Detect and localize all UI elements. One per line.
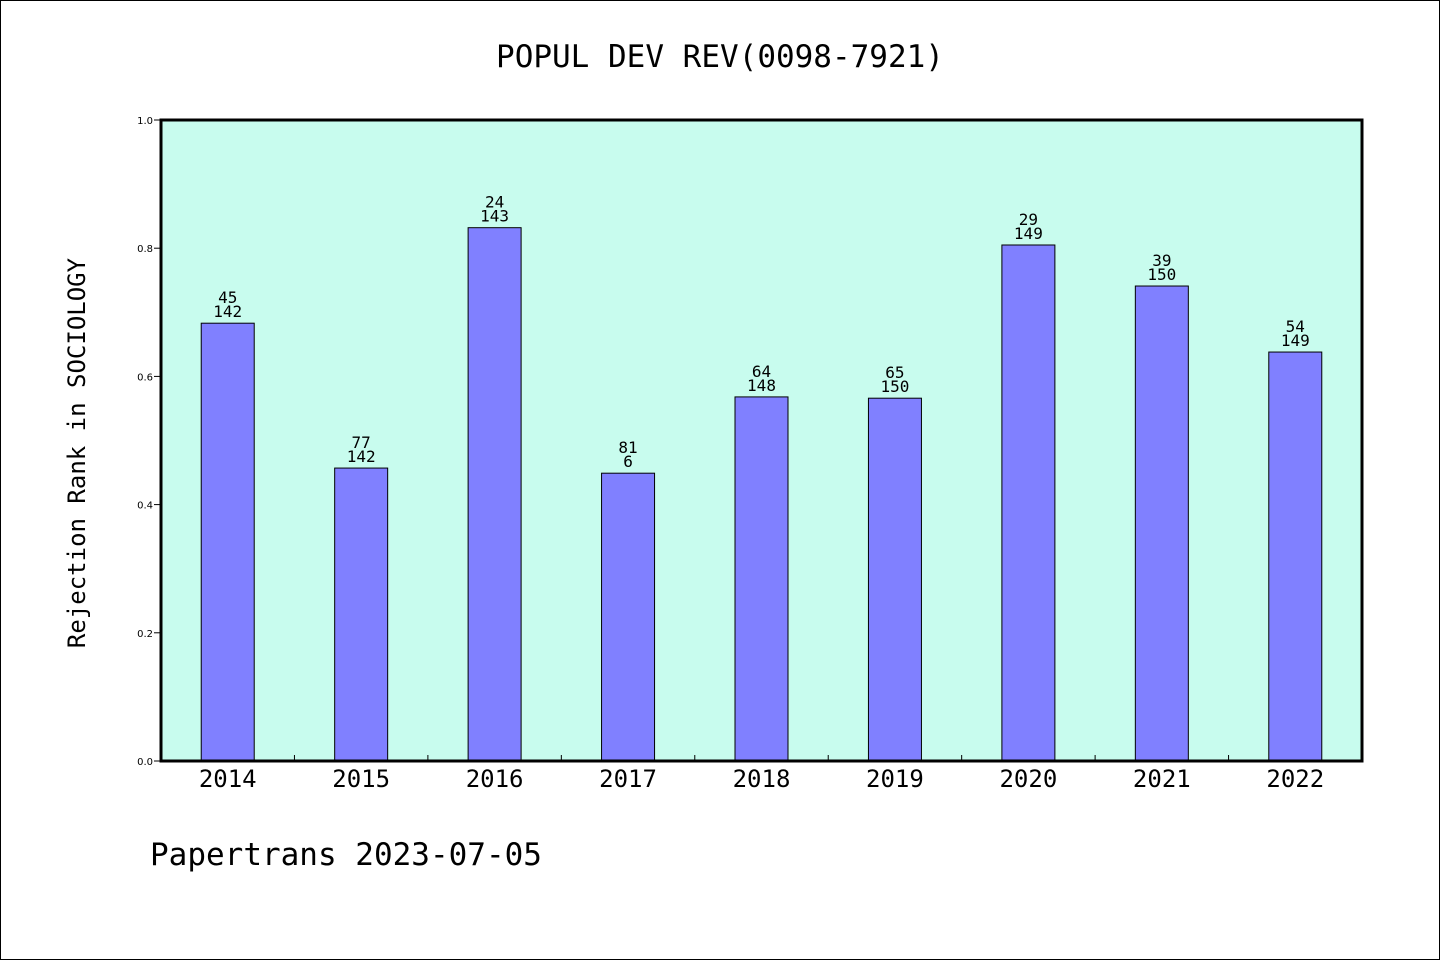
- y-tick-label: 0.6: [137, 372, 153, 383]
- bar-2017: [601, 472, 656, 762]
- bar-label-top: 24: [485, 193, 504, 212]
- bar-2018: [734, 396, 789, 762]
- y-tick-label: 1.0: [137, 116, 153, 127]
- x-tick-label: 2017: [599, 765, 657, 793]
- y-axis-label: Rejection Rank in SOCIOLOGY: [63, 257, 91, 648]
- x-tick-label: 2014: [199, 765, 257, 793]
- bar-2021: [1134, 285, 1189, 762]
- bar-2014: [200, 322, 255, 762]
- x-tick-label: 2021: [1133, 765, 1191, 793]
- x-tick-label: 2020: [999, 765, 1057, 793]
- x-tick-label: 2019: [866, 765, 924, 793]
- bar-label-top: 77: [352, 433, 371, 452]
- plot-border: [159, 118, 1364, 763]
- x-tick-label: 2018: [733, 765, 791, 793]
- bar-label-top: 45: [218, 288, 237, 307]
- x-tick-label: 2016: [466, 765, 524, 793]
- bar-label-top: 81: [618, 438, 637, 457]
- y-tick-label: 0.8: [137, 244, 153, 255]
- x-tick-label: 2015: [332, 765, 390, 793]
- bar-2022: [1268, 351, 1323, 762]
- bar-label-bottom: 148: [747, 376, 776, 395]
- y-tick-label: 0.4: [137, 501, 153, 512]
- bar-label-bottom: 149: [1014, 224, 1043, 243]
- y-axis: 0.0 0.2 0.4 0.6 0.8 1.0: [137, 116, 161, 768]
- bar-label-bottom: 143: [480, 207, 509, 226]
- x-tick-label: 2022: [1266, 765, 1324, 793]
- footer-credit: Papertrans 2023-07-05: [150, 837, 542, 873]
- bar-label-top: 54: [1286, 317, 1305, 336]
- bar-label-top: 64: [752, 362, 771, 381]
- bar-label-top: 65: [885, 363, 904, 382]
- bar-label-bottom: 6: [623, 452, 633, 471]
- bar-2019: [867, 397, 922, 762]
- y-tick-label: 0.2: [137, 629, 153, 640]
- bar-label-bottom: 149: [1281, 331, 1310, 350]
- bar-label-top: 39: [1152, 251, 1171, 270]
- bar-label-bottom: 142: [347, 447, 376, 466]
- bar-label-bottom: 150: [1147, 265, 1176, 284]
- bar-2020: [1001, 244, 1056, 762]
- bar-2016: [467, 227, 522, 762]
- y-tick-label: 0.0: [137, 757, 153, 768]
- x-axis: 2014 2015 2016 2017 2018 2019 2020 2021 2022: [199, 755, 1324, 793]
- chart-title: POPUL DEV REV(0098-7921): [496, 39, 944, 75]
- bar-2015: [334, 467, 389, 762]
- bar-label-top: 29: [1019, 210, 1038, 229]
- bar-label-bottom: 142: [213, 302, 242, 321]
- bar-series: 4514277142241438166414865150291493915054…: [200, 193, 1323, 762]
- bar-label-bottom: 150: [880, 377, 909, 396]
